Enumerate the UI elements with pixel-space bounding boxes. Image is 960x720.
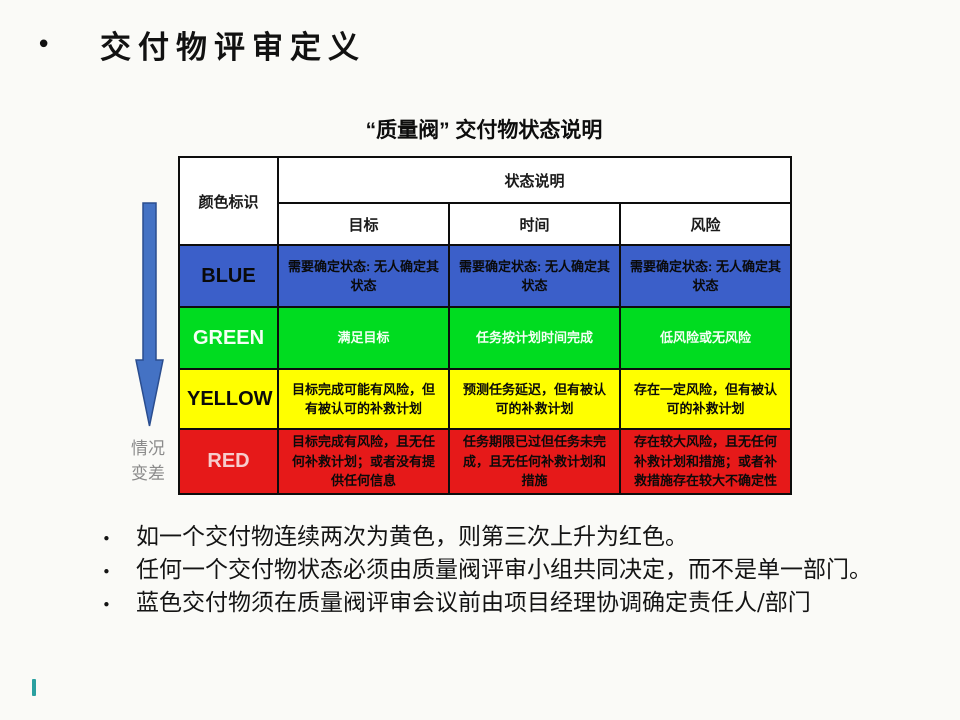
page-title-text: 交付物评审定义 [100, 30, 366, 66]
table-cell: 任务按计划时间完成 [448, 306, 621, 370]
page-title: • 交付物评审定义 [36, 22, 366, 67]
note-bullet-icon: • [102, 563, 111, 581]
down-arrow-outline [135, 202, 164, 427]
down-arrow-icon [135, 202, 164, 427]
row-label-red: RED [178, 428, 279, 495]
corner-header: 颜色标识 [178, 156, 279, 246]
table-cell: 存在较大风险，且无任何补救计划和措施；或者补救措施存在较大不确定性 [618, 428, 793, 495]
table-header-row-1: 颜色标识 状态说明 [178, 156, 793, 246]
title-bullet-icon: • [36, 29, 52, 60]
table-cell: 目标完成有风险，且无任何补救计划；或者没有提供任何信息 [277, 428, 450, 495]
table-row-yellow: YELLOW 目标完成可能有风险，但有被认可的补救计划 预测任务延迟，但有被认可… [178, 368, 793, 430]
row-label-green: GREEN [178, 306, 279, 370]
note-bullet-icon: • [102, 596, 111, 614]
table-row-blue: BLUE 需要确定状态: 无人确定其状态 需要确定状态: 无人确定其状态 需要确… [178, 244, 793, 308]
down-arrow-shape [136, 203, 163, 426]
row-label-yellow: YELLOW [178, 368, 279, 430]
group-header: 状态说明 [276, 156, 793, 204]
table-cell: 目标完成可能有风险，但有被认可的补救计划 [277, 368, 450, 430]
worsening-label: 情况 变差 [110, 436, 186, 486]
list-item: • 如一个交付物连续两次为黄色，则第三次上升为红色。 [102, 522, 948, 554]
table-cell: 预测任务延迟，但有被认可的补救计划 [448, 368, 621, 430]
list-item: • 蓝色交付物须在质量阀评审会议前由项目经理协调确定责任人/部门 [102, 588, 948, 620]
table-title: “质量阀” 交付物状态说明 [365, 119, 603, 142]
table-cell: 任务期限已过但任务未完成，且无任何补救计划和措施 [448, 428, 621, 495]
note-text: 蓝色交付物须在质量阀评审会议前由项目经理协调确定责任人/部门 [136, 590, 811, 616]
worsening-arrow-icon [126, 202, 174, 428]
col-header-risk: 风险 [618, 202, 793, 246]
status-table: 颜色标识 状态说明 目标 时间 风险 BLUE 需要确定状态: 无人确定其状态 … [178, 156, 793, 495]
note-text: 任何一个交付物状态必须由质量阀评审小组共同决定，而不是单一部门。 [136, 557, 872, 583]
table-cell: 需要确定状态: 无人确定其状态 [618, 244, 793, 308]
note-text: 如一个交付物连续两次为黄色，则第三次上升为红色。 [136, 524, 688, 550]
note-bullet-icon: • [102, 530, 111, 548]
col-header-goal: 目标 [277, 202, 450, 246]
footer-cursor-mark [32, 679, 36, 696]
table-cell: 需要确定状态: 无人确定其状态 [448, 244, 621, 308]
col-header-time: 时间 [448, 202, 621, 246]
notes-list: • 如一个交付物连续两次为黄色，则第三次上升为红色。 • 任何一个交付物状态必须… [102, 522, 948, 621]
worsening-label-line1: 情况 [131, 439, 165, 458]
table-cell: 低风险或无风险 [618, 306, 793, 370]
row-label-blue: BLUE [178, 244, 279, 308]
worsening-label-line2: 变差 [131, 464, 165, 483]
table-row-red: RED 目标完成有风险，且无任何补救计划；或者没有提供任何信息 任务期限已过但任… [178, 428, 793, 495]
table-cell: 存在一定风险，但有被认可的补救计划 [618, 368, 793, 430]
table-cell: 需要确定状态: 无人确定其状态 [277, 244, 450, 308]
table-header-row-2: 目标 时间 风险 [179, 202, 793, 246]
list-item: • 任何一个交付物状态必须由质量阀评审小组共同决定，而不是单一部门。 [102, 555, 948, 587]
table-cell: 满足目标 [277, 306, 450, 370]
table-row-green: GREEN 满足目标 任务按计划时间完成 低风险或无风险 [178, 306, 793, 370]
